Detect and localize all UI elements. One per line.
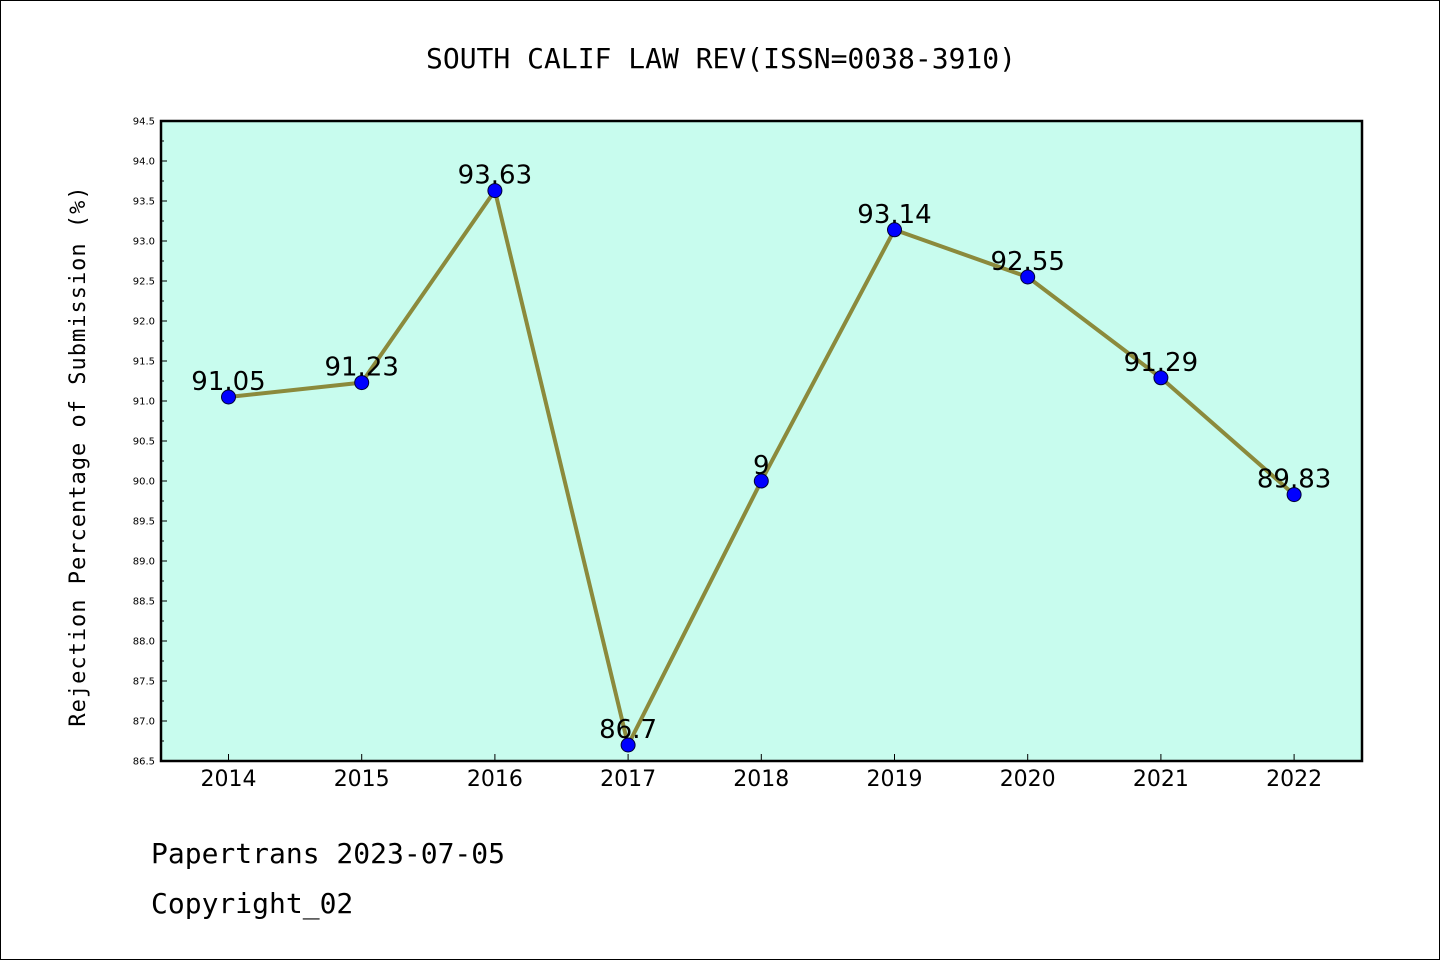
data-label: 89.83 <box>1257 465 1331 495</box>
x-tick-label: 2021 <box>1133 767 1189 792</box>
y-tick-label: 88.0 <box>133 637 155 648</box>
x-tick-label: 2017 <box>600 767 656 792</box>
x-tick-label: 2015 <box>334 767 390 792</box>
y-tick-label: 91.0 <box>133 397 155 408</box>
y-axis-ticks: 86.5 87.0 87.5 88.0 88.5 89.0 89.5 90.0 90.5 91.0… <box>133 117 167 768</box>
x-tick-label: 2020 <box>1000 767 1056 792</box>
footer-copyright: Copyright_02 <box>151 887 354 920</box>
data-point <box>354 375 370 391</box>
y-tick-label: 92.5 <box>133 277 155 288</box>
data-label: 91.29 <box>1124 348 1198 378</box>
data-point <box>1153 370 1169 386</box>
series-line-group <box>221 183 1302 753</box>
y-tick-label: 93.5 <box>133 197 155 208</box>
y-tick-label: 94.0 <box>133 157 155 168</box>
y-tick-label: 89.0 <box>133 557 155 568</box>
data-label: 93.14 <box>857 200 931 230</box>
data-point <box>221 389 236 405</box>
y-tick-label: 86.5 <box>133 757 155 768</box>
x-tick-label: 2022 <box>1266 767 1322 792</box>
y-tick-label: 90.0 <box>133 477 155 488</box>
data-point <box>620 737 636 753</box>
x-tick-label: 2018 <box>733 767 789 792</box>
plot-area <box>159 119 1364 763</box>
y-tick-label: 87.5 <box>133 677 155 688</box>
y-tick-label: 89.5 <box>133 517 155 528</box>
data-point <box>753 473 769 489</box>
x-tick-label: 2019 <box>867 767 923 792</box>
data-point <box>887 222 902 238</box>
data-point <box>487 183 503 199</box>
data-point <box>1020 269 1036 285</box>
y-axis-label: Rejection Percentage of Submission (%) <box>66 185 91 726</box>
y-tick-label: 87.0 <box>133 717 155 728</box>
data-label: 91.05 <box>191 367 265 397</box>
data-label: 86.7 <box>599 715 657 745</box>
data-label: 92.55 <box>990 247 1064 277</box>
x-tick-label: 2014 <box>201 767 257 792</box>
footer-date: Papertrans 2023-07-05 <box>151 837 506 870</box>
y-tick-label: 91.5 <box>133 357 155 368</box>
data-labels: 91.05 91.23 93.63 86.7 9 93.14 92.55 91.29 89.83 <box>191 161 1331 745</box>
data-label: 9 <box>753 451 770 481</box>
y-tick-label: 90.5 <box>133 437 155 448</box>
data-point <box>1286 487 1302 503</box>
x-tick-label: 2016 <box>467 767 523 792</box>
y-tick-label: 88.5 <box>133 597 155 608</box>
chart-title: SOUTH CALIF LAW REV(ISSN=0038-3910) <box>426 42 1016 75</box>
data-label: 91.23 <box>324 353 398 383</box>
y-tick-label: 93.0 <box>133 237 155 248</box>
y-tick-label: 94.5 <box>133 117 155 128</box>
y-tick-label: 92.0 <box>133 317 155 328</box>
x-axis-ticks: 2014 2015 2016 2017 2018 2019 2020 2021 2022 <box>201 754 1322 792</box>
data-label: 93.63 <box>458 161 532 191</box>
